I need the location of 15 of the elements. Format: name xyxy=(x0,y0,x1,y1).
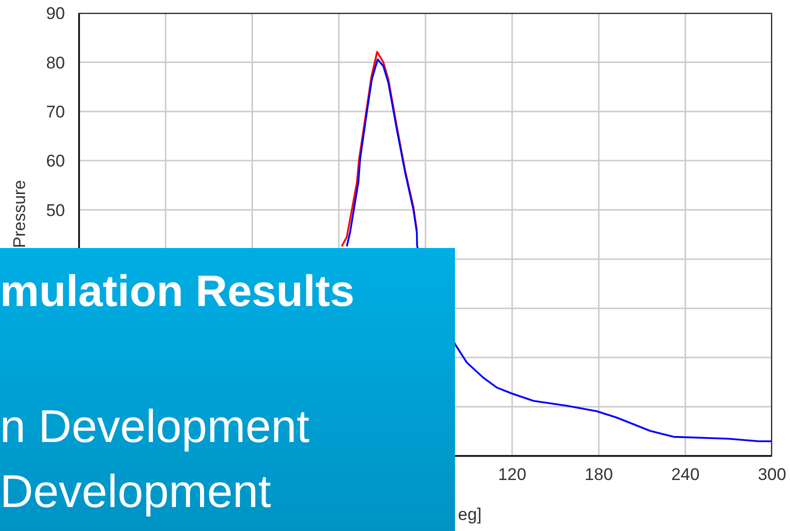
annotation: n Development xyxy=(0,400,310,452)
x-tick-label: 240 xyxy=(671,465,700,484)
y-tick-label: 90 xyxy=(46,4,65,24)
x-tick-label: 180 xyxy=(584,465,613,484)
title-panel: mulation Results n Development Development xyxy=(0,248,455,531)
y-tick-label: 50 xyxy=(46,200,65,220)
annotation: mulation Results xyxy=(0,267,354,316)
y-tick-label: 60 xyxy=(46,152,65,171)
y-axis-title: Pressure xyxy=(10,180,30,248)
y-tick-label: 80 xyxy=(46,53,65,72)
y-tick-label: 70 xyxy=(46,102,65,122)
x-axis-title: eg] xyxy=(458,505,482,525)
x-tick-label: 120 xyxy=(498,465,526,484)
line-series xyxy=(340,50,418,248)
x-tick-label: 300 xyxy=(758,465,786,484)
